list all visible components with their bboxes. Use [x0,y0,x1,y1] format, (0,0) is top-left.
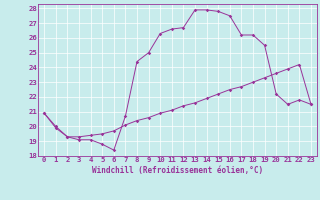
X-axis label: Windchill (Refroidissement éolien,°C): Windchill (Refroidissement éolien,°C) [92,166,263,175]
